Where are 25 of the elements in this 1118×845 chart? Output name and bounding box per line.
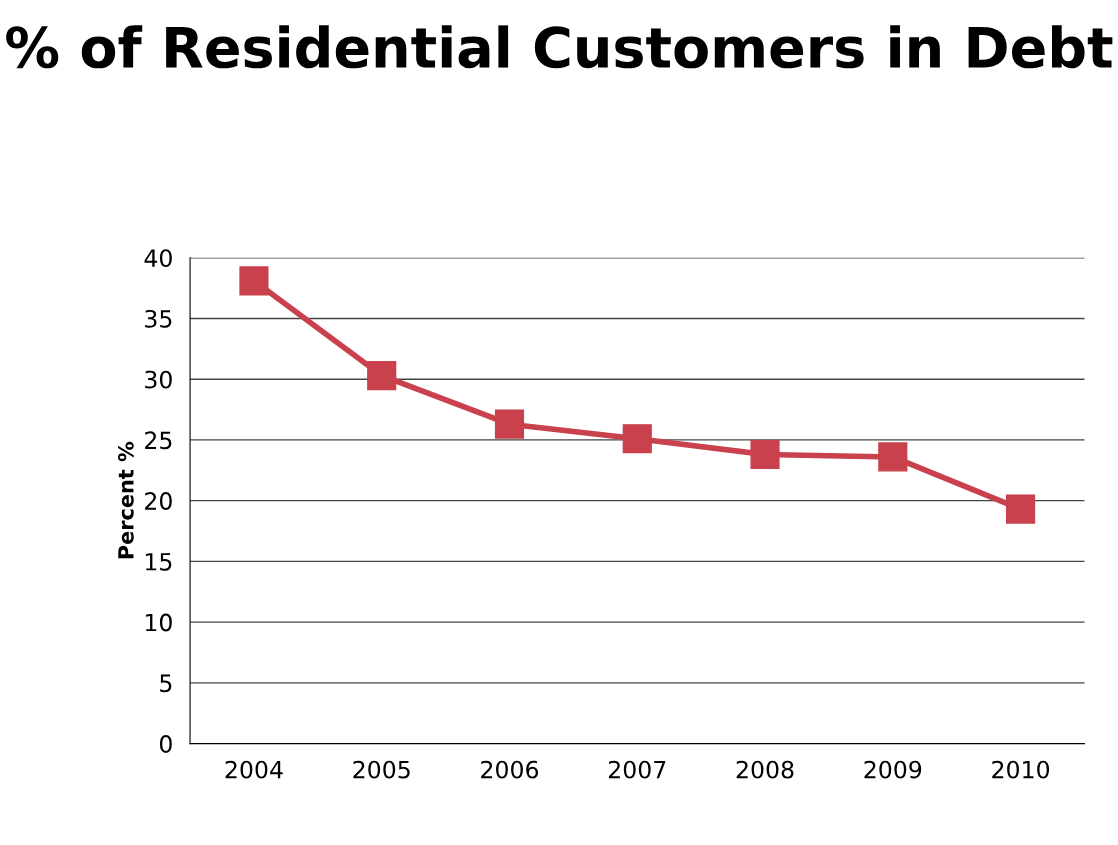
y-tick-label: 35 [145,309,172,328]
y-axis-title: Percent % [118,441,134,559]
x-tick-label: 2010 [992,760,1050,779]
point [622,424,652,454]
y-tick-label: 0 [159,735,172,753]
y-tick-label: 30 [145,370,172,389]
x-tick-label: 2006 [481,760,539,779]
y-tick-label: 5 [160,674,172,693]
point [239,266,269,296]
chart-title: % of Residential Customers in Debt [6,25,1113,69]
x-tick-label: 2005 [353,760,410,779]
y-tick-label: 10 [145,613,172,632]
y-tick-label: 40 [144,249,172,268]
point [494,409,525,439]
y-tick-label: 15 [145,553,172,571]
x-tick-label: 2009 [864,760,922,779]
y-tick-label: 25 [145,431,172,450]
y-tick-label: 20 [145,492,172,510]
point [1005,494,1036,524]
point [878,442,908,472]
x-tick-label: 2008 [736,760,794,779]
point [367,360,397,391]
x-tick-label: 2007 [608,760,666,779]
x-tick-label: 2004 [225,760,283,779]
point [750,439,780,470]
